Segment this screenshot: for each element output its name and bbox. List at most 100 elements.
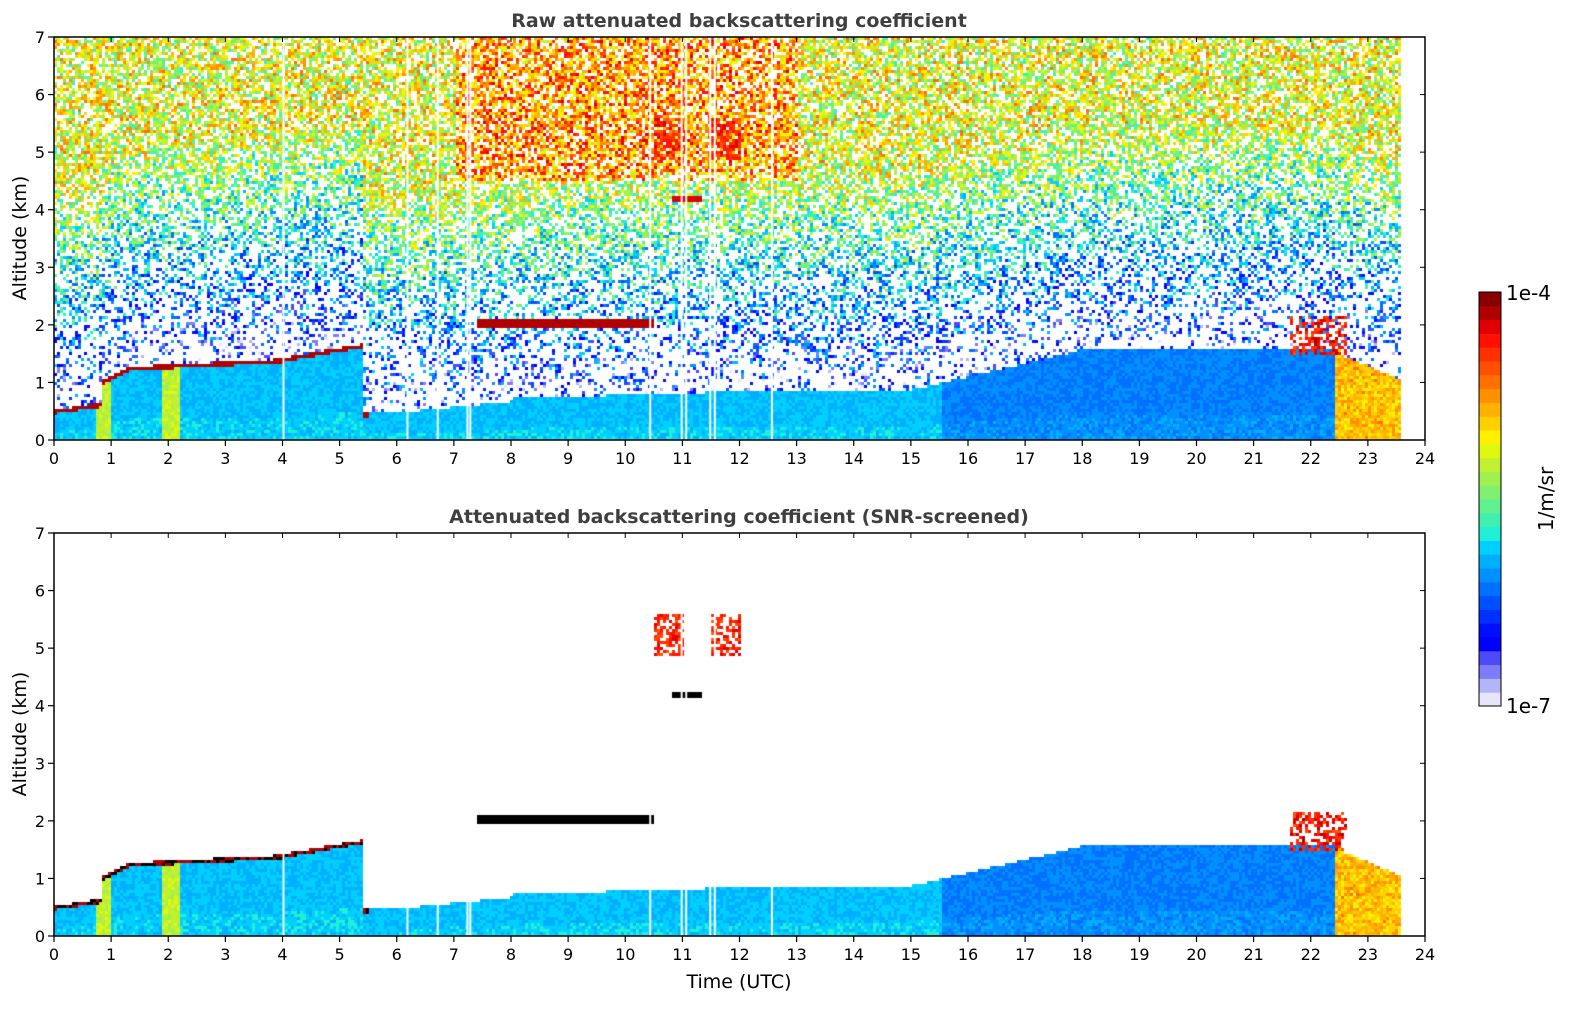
bottom-y-label: Altitude (km) [9,672,31,797]
colorbar-cell [1479,595,1501,610]
x-tick-label: 13 [786,945,806,964]
colorbar-cell [1479,347,1501,362]
colorbar-cell [1479,581,1501,597]
x-tick-label: 17 [1015,945,1035,964]
colorbar-cell [1479,609,1501,624]
x-tick-label: 11 [672,449,692,468]
x-tick-label: 1 [106,945,116,964]
colorbar-cell [1479,623,1501,638]
x-tick-label: 12 [729,945,749,964]
x-tick-label: 2 [163,449,173,468]
colorbar-cell [1479,402,1501,417]
colorbar-cell [1479,664,1501,679]
x-tick-label: 22 [1301,945,1321,964]
x-tick-label: 19 [1129,449,1149,468]
colorbar-cell [1479,568,1501,583]
top-y-label: Altitude (km) [9,176,31,301]
colorbar: 1e-4 1e-7 1/m/sr [1478,281,1558,718]
x-tick-label: 24 [1415,945,1435,964]
x-tick-label: 4 [277,449,287,468]
x-tick-label: 6 [392,945,402,964]
colorbar-cell [1479,430,1501,445]
colorbar-title: 1/m/sr [1534,466,1558,531]
x-tick-label: 3 [220,945,230,964]
colorbar-cell [1479,471,1501,486]
x-tick-label: 11 [672,945,692,964]
colorbar-frame [1478,291,1502,707]
x-tick-label: 0 [49,449,59,468]
x-tick-label: 14 [844,449,864,468]
x-tick-label: 0 [49,945,59,964]
x-tick-label: 24 [1415,449,1435,468]
x-tick-label: 7 [449,449,459,468]
colorbar-cell [1479,637,1501,652]
bottom-panel: Attenuated backscattering coefficient (S… [9,506,1435,993]
x-tick-label: 9 [563,449,573,468]
colorbar-cell [1479,305,1501,321]
x-tick-label: 16 [958,945,978,964]
bottom-x-axis: 0 1 2 3 4 5 6 7 8 9 10 11 12 13 14 15 16 17 18 19 20 21 22 23 24 [49,533,1435,964]
y-tick-label: 6 [35,582,45,601]
x-tick-label: 6 [392,449,402,468]
y-tick-label: 4 [35,201,45,220]
x-tick-label: 21 [1243,449,1263,468]
y-tick-label: 3 [35,754,45,773]
colorbar-cell [1479,292,1501,307]
colorbar-cell [1479,361,1501,376]
bottom-y-axis: 0 1 2 3 4 5 6 7 [35,524,1425,946]
colorbar-cell [1479,457,1501,472]
bottom-x-label: Time (UTC) [685,971,791,993]
colorbar-cell [1479,650,1501,666]
y-tick-label: 4 [35,697,45,716]
x-tick-label: 13 [786,449,806,468]
x-tick-label: 18 [1072,945,1092,964]
colorbar-cell [1479,540,1501,555]
y-tick-label: 1 [35,373,45,392]
top-heatmap [54,37,1425,440]
y-tick-label: 0 [35,927,45,946]
top-y-axis: 0 1 2 3 4 5 6 7 [35,28,1425,450]
bottom-heatmap [54,533,1425,936]
x-tick-label: 23 [1358,449,1378,468]
y-tick-label: 7 [35,28,45,47]
colorbar-max-label: 1e-4 [1506,281,1551,305]
x-tick-label: 9 [563,945,573,964]
colorbar-cells [1479,292,1501,707]
colorbar-cell [1479,678,1501,693]
y-tick-label: 1 [35,869,45,888]
y-tick-label: 2 [35,812,45,831]
x-tick-label: 1 [106,449,116,468]
x-tick-label: 21 [1243,945,1263,964]
x-tick-label: 18 [1072,449,1092,468]
x-tick-label: 5 [335,945,345,964]
y-tick-label: 7 [35,524,45,543]
colorbar-cell [1479,526,1501,541]
x-tick-label: 19 [1129,945,1149,964]
x-tick-label: 4 [277,945,287,964]
x-tick-label: 22 [1301,449,1321,468]
x-tick-label: 17 [1015,449,1035,468]
heatmap-image [54,37,1425,440]
x-tick-label: 16 [958,449,978,468]
x-tick-label: 7 [449,945,459,964]
x-tick-label: 20 [1186,449,1206,468]
colorbar-cell [1479,499,1501,514]
x-tick-label: 8 [506,945,516,964]
colorbar-cell [1479,512,1501,528]
colorbar-min-label: 1e-7 [1506,694,1551,718]
x-tick-label: 15 [901,945,921,964]
y-tick-label: 5 [35,639,45,658]
x-tick-label: 15 [901,449,921,468]
heatmap-image [54,533,1425,936]
x-tick-label: 20 [1186,945,1206,964]
x-tick-label: 12 [729,449,749,468]
colorbar-cell [1479,485,1501,500]
colorbar-cell [1479,388,1501,403]
bottom-title: Attenuated backscattering coefficient (S… [449,506,1029,528]
colorbar-cell [1479,554,1501,569]
y-tick-label: 0 [35,431,45,450]
top-x-axis: 0 1 2 3 4 5 6 7 8 9 10 11 12 13 14 15 16 17 18 19 20 21 22 23 24 [49,37,1435,468]
x-tick-label: 23 [1358,945,1378,964]
colorbar-cell [1479,319,1501,334]
